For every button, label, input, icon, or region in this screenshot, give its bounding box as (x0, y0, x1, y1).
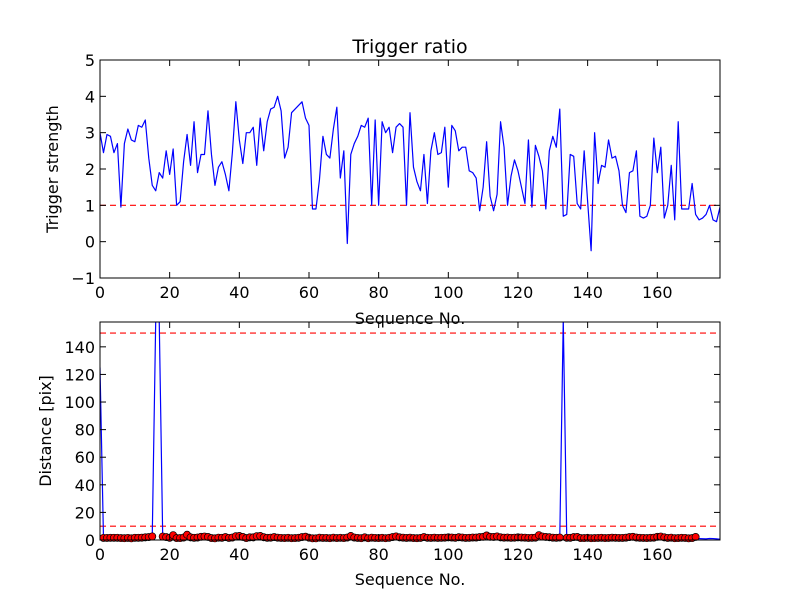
x-tick-label: 60 (299, 545, 319, 564)
x-tick-label: 80 (368, 283, 388, 302)
y-tick-label: 0 (85, 531, 95, 550)
x-tick-label: 0 (95, 545, 105, 564)
y-axis-ticks: −1 0 1 2 3 4 5 (71, 51, 720, 288)
plot-frame (99, 321, 721, 541)
threshold-lines (100, 332, 720, 527)
x-tick-label: 140 (572, 283, 603, 302)
x-tick-label: 20 (159, 283, 179, 302)
x-tick-label: 80 (368, 545, 388, 564)
chart-title: Trigger ratio (351, 36, 467, 58)
y-tick-label: −1 (71, 269, 95, 288)
y-axis-label: Distance [pix] (36, 375, 55, 487)
trigger-ratio-chart: Trigger ratio 0 20 40 60 80 100 120 140 160 −101… (43, 36, 721, 328)
x-tick-label: 100 (433, 283, 464, 302)
y-tick-label: 5 (85, 51, 95, 70)
data-point (148, 532, 157, 541)
series-line (100, 95, 720, 252)
x-tick-label: 160 (642, 545, 673, 564)
distance-chart: 0 20 40 60 80 100 120 140 160 0 20 40 60 80 100 120 140… (36, 321, 721, 589)
x-tick-label: 20 (159, 545, 179, 564)
x-tick-label: 100 (433, 545, 464, 564)
x-tick-label: 120 (503, 545, 534, 564)
x-tick-label: 40 (229, 283, 249, 302)
x-tick-label: 160 (642, 283, 673, 302)
y-axis-label: Trigger strength (43, 105, 62, 234)
x-axis-label: Sequence No. (355, 570, 466, 589)
y-tick-label: 1 (85, 196, 95, 215)
y-tick-label: 20 (75, 503, 95, 522)
y-tick-label: 80 (75, 421, 95, 440)
y-tick-label: 140 (64, 338, 95, 357)
series-layer (100, 95, 720, 252)
y-tick-label: 4 (85, 87, 95, 106)
y-tick-label: 3 (85, 124, 95, 143)
y-tick-label: 60 (75, 448, 95, 467)
y-tick-label: 100 (64, 393, 95, 412)
y-tick-label: 40 (75, 476, 95, 495)
x-axis-ticks: 0 20 40 60 80 100 120 140 160 (95, 322, 673, 564)
x-tick-label: 40 (229, 545, 249, 564)
y-tick-label: 0 (85, 233, 95, 252)
y-tick-label: 120 (64, 365, 95, 384)
x-tick-label: 140 (572, 545, 603, 564)
x-axis-label: Sequence No. (355, 309, 466, 328)
x-tick-label: 60 (299, 283, 319, 302)
y-tick-label: 2 (85, 160, 95, 179)
data-point (691, 533, 700, 541)
x-tick-label: 0 (95, 283, 105, 302)
y-axis-ticks: 0 20 40 60 80 100 120 140 (64, 338, 720, 550)
x-tick-label: 120 (503, 283, 534, 302)
x-axis-ticks: 0 20 40 60 80 100 120 140 160 (95, 60, 673, 302)
